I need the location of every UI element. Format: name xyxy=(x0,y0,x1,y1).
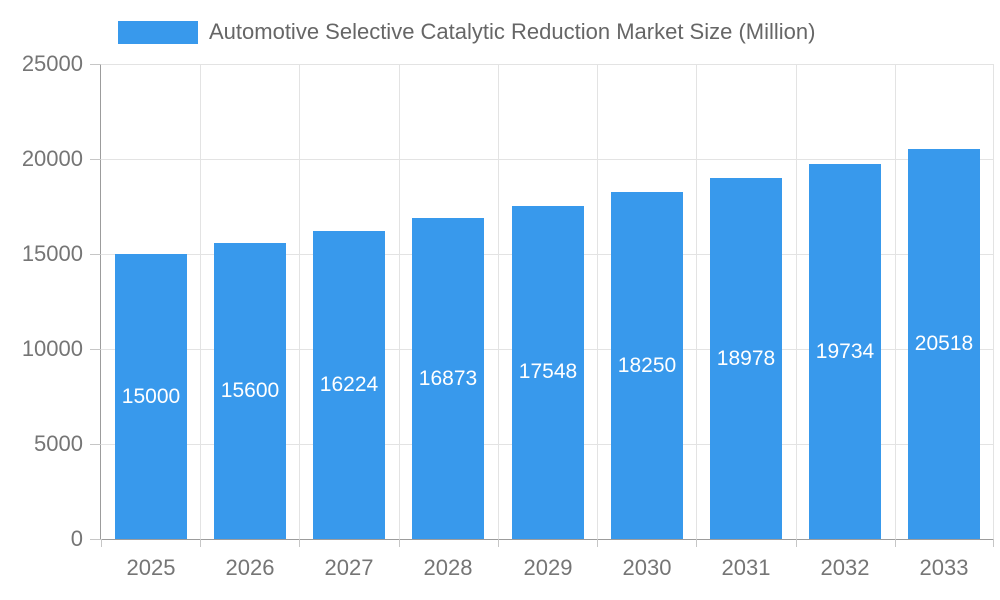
bar-value-label: 17548 xyxy=(518,360,578,383)
bar xyxy=(313,231,385,539)
x-axis-tick xyxy=(993,539,994,547)
x-axis-label: 2032 xyxy=(820,555,870,580)
x-axis-tick xyxy=(696,539,697,547)
gridline-vertical xyxy=(299,64,300,539)
legend-label: Automotive Selective Catalytic Reduction… xyxy=(209,19,816,44)
bar-value-label: 15600 xyxy=(220,379,280,402)
bar-value-label: 15000 xyxy=(121,385,181,408)
y-axis-label: 0 xyxy=(70,526,83,551)
gridline-vertical xyxy=(993,64,994,539)
x-axis-label: 2029 xyxy=(523,555,573,580)
x-axis-tick xyxy=(101,539,102,547)
bar xyxy=(115,254,187,539)
gridline-horizontal xyxy=(101,159,994,160)
x-axis-tick xyxy=(498,539,499,547)
chart-legend-item[interactable]: Automotive Selective Catalytic Reduction… xyxy=(118,19,815,45)
bar-value-label: 16873 xyxy=(418,367,478,390)
y-axis-tick xyxy=(90,444,101,445)
y-axis-label: 25000 xyxy=(21,51,83,76)
gridline-vertical xyxy=(399,64,400,539)
x-axis-label: 2028 xyxy=(423,555,473,580)
bar xyxy=(908,149,980,539)
x-axis-tick xyxy=(597,539,598,547)
bar-value-label: 19734 xyxy=(815,340,875,363)
x-axis-tick xyxy=(895,539,896,547)
bar xyxy=(710,178,782,539)
bar xyxy=(512,206,584,539)
gridline-vertical xyxy=(796,64,797,539)
x-axis-label: 2030 xyxy=(622,555,672,580)
y-axis-tick xyxy=(90,349,101,350)
bar-value-label: 18978 xyxy=(716,347,776,370)
gridline-vertical xyxy=(696,64,697,539)
bar xyxy=(412,218,484,539)
x-axis-label: 2031 xyxy=(721,555,771,580)
bar xyxy=(809,164,881,539)
gridline-horizontal xyxy=(101,64,994,65)
bar-value-label: 20518 xyxy=(914,332,974,355)
gridline-vertical xyxy=(200,64,201,539)
plot-area: 0 5000 10000 15000 20000 25000 15000 2025 15600 2… xyxy=(22,51,994,580)
gridline-vertical xyxy=(895,64,896,539)
y-axis-label: 10000 xyxy=(21,336,83,361)
bar xyxy=(214,243,286,539)
bar-value-label: 16224 xyxy=(319,373,379,396)
x-axis-label: 2025 xyxy=(126,555,176,580)
x-axis-tick xyxy=(299,539,300,547)
gridline-vertical xyxy=(597,64,598,539)
y-axis-tick xyxy=(90,254,101,255)
x-axis-label: 2033 xyxy=(919,555,969,580)
y-axis-label: 20000 xyxy=(21,146,83,171)
x-axis-tick xyxy=(200,539,201,547)
y-axis-label: 15000 xyxy=(21,241,83,266)
x-axis-label: 2027 xyxy=(324,555,374,580)
y-axis-tick xyxy=(90,539,101,540)
x-axis-tick xyxy=(399,539,400,547)
y-axis-label: 5000 xyxy=(34,431,83,456)
y-axis-tick xyxy=(90,64,101,65)
x-axis-tick xyxy=(796,539,797,547)
bar-value-label: 18250 xyxy=(617,354,677,377)
gridline-vertical xyxy=(498,64,499,539)
bar xyxy=(611,192,683,539)
legend-swatch xyxy=(118,20,198,44)
y-axis-tick xyxy=(90,159,101,160)
x-axis-label: 2026 xyxy=(225,555,275,580)
